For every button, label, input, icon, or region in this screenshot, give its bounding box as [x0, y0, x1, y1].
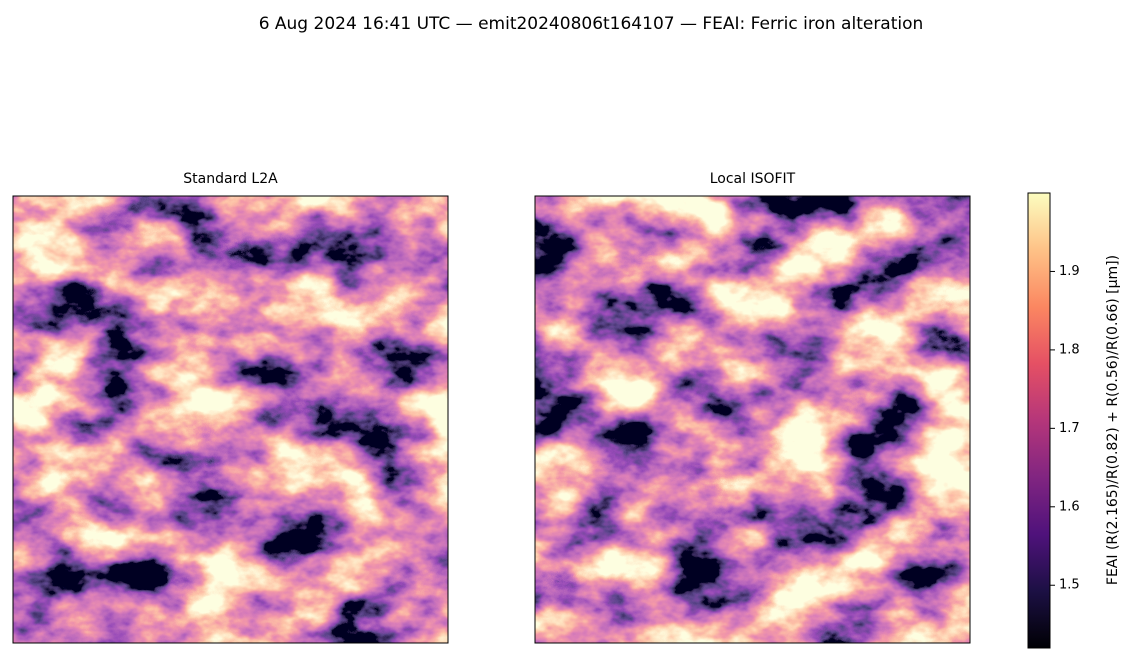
panel-title: Local ISOFIT — [710, 171, 796, 187]
figure-title: 6 Aug 2024 16:41 UTC — emit20240806t1641… — [259, 14, 924, 34]
colorbar-tick-label: 1.8 — [1059, 342, 1080, 357]
panel-title: Standard L2A — [183, 171, 278, 187]
image — [535, 196, 970, 643]
colorbar-tick-label: 1.9 — [1059, 264, 1080, 279]
colorbar — [1027, 192, 1051, 649]
axes-frame — [12, 195, 449, 644]
colorbar-tick-label: 1.5 — [1059, 578, 1080, 593]
colorbar-tick-label: 1.7 — [1059, 421, 1080, 436]
image — [13, 196, 448, 643]
colorbar-label: FEAI (R(2.165)/R(0.82) + R(0.56)/R(0.66)… — [1105, 255, 1121, 585]
colorbar-tick-label: 1.6 — [1059, 499, 1080, 514]
axes-frame — [534, 195, 971, 644]
